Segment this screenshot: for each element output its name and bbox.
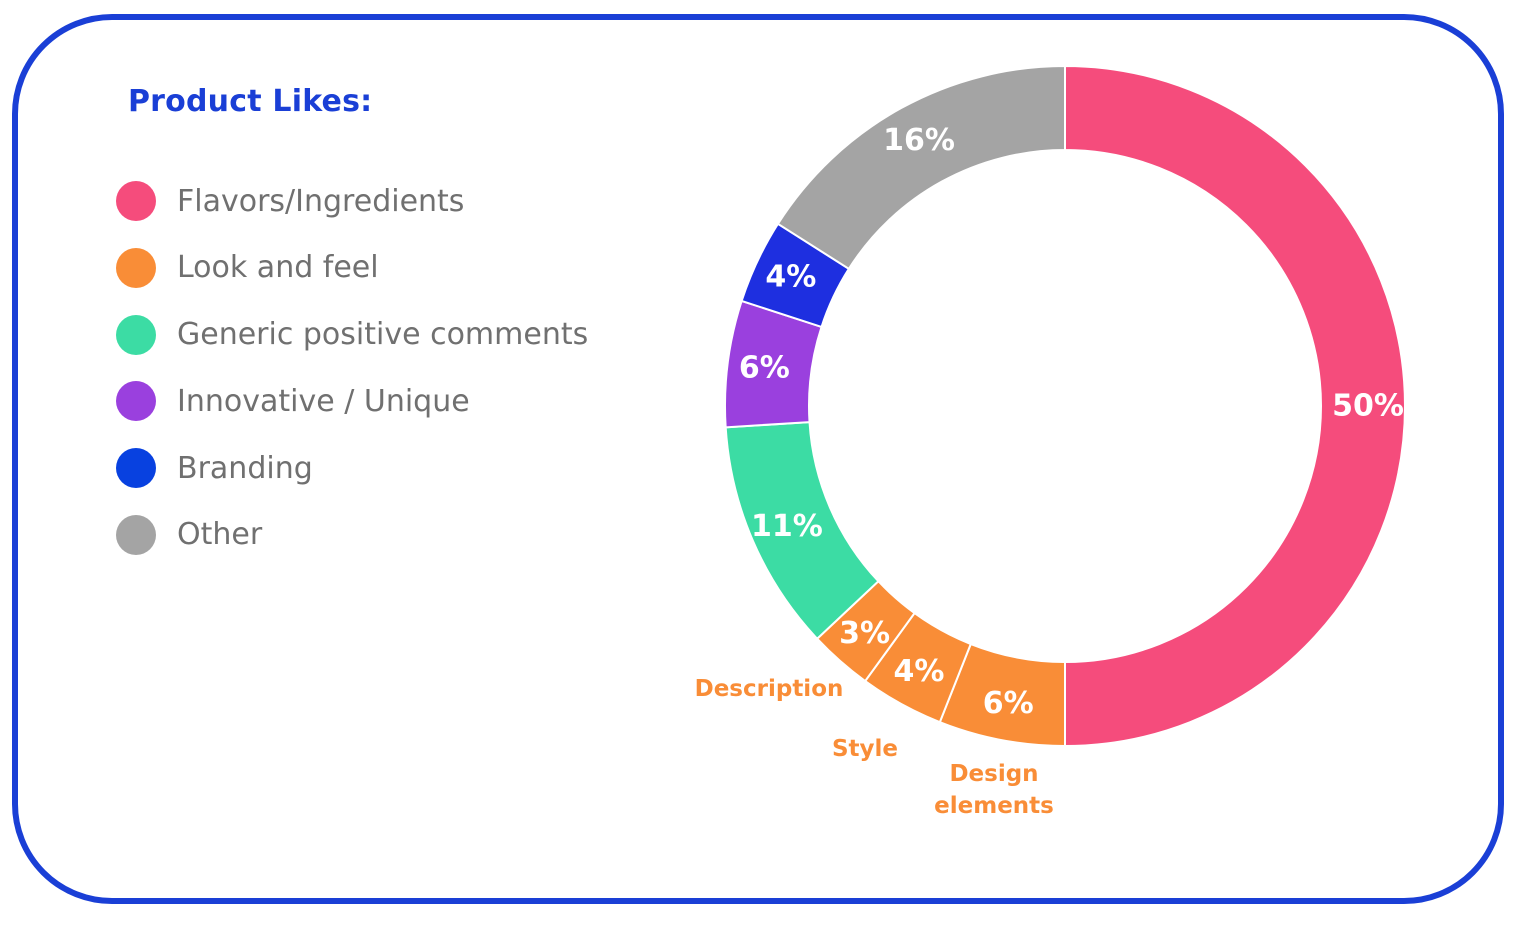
slice-value-label: 4%: [894, 654, 945, 689]
legend-swatch: [116, 247, 156, 288]
legend-label: Other: [177, 517, 263, 553]
donut-slices: [724, 64, 1406, 748]
legend-item-innovative-unique: Innovative / Unique: [116, 381, 588, 422]
legend-label: Flavors/Ingredients: [177, 183, 465, 219]
legend-label: Generic positive comments: [177, 317, 589, 353]
legend-label: Look and feel: [177, 250, 379, 286]
callout-label-design-elements: Design elements: [934, 761, 1054, 819]
legend: Flavors/Ingredients Look and feel Generi…: [116, 181, 588, 582]
callout-label-style: Style: [832, 736, 898, 762]
donut-slice-flavors-ingredients: [1064, 64, 1406, 748]
donut-slice-other: [776, 64, 1066, 271]
legend-swatch: [116, 314, 156, 355]
chart-title: Product Likes:: [128, 84, 373, 119]
donut-slice-labels: 50%6%4%3%11%6%4%16%: [739, 123, 1404, 721]
slice-value-label: 3%: [839, 616, 890, 651]
slice-value-label: 11%: [751, 509, 823, 544]
callout-label-description: Description: [695, 676, 844, 702]
slice-value-label: 16%: [883, 123, 955, 158]
legend-item-generic-positive-comments: Generic positive comments: [116, 314, 589, 355]
legend-item-flavors-ingredients: Flavors/Ingredients: [116, 181, 588, 221]
legend-swatch: [116, 448, 156, 489]
legend-swatch: [116, 181, 156, 221]
slice-value-label: 50%: [1332, 389, 1404, 424]
legend-label: Branding: [177, 450, 313, 486]
donut-callout-labels: Description Style Design elements: [695, 676, 1054, 819]
legend-label: Innovative / Unique: [177, 383, 470, 419]
legend-item-branding: Branding: [116, 448, 588, 489]
slice-value-label: 6%: [983, 686, 1034, 721]
legend-swatch: [116, 514, 156, 555]
slice-value-label: 6%: [739, 351, 790, 386]
legend-item-look-and-feel: Look and feel: [116, 247, 588, 288]
legend-swatch: [116, 381, 156, 422]
slice-value-label: 4%: [765, 259, 816, 294]
legend-item-other: Other: [116, 514, 588, 555]
